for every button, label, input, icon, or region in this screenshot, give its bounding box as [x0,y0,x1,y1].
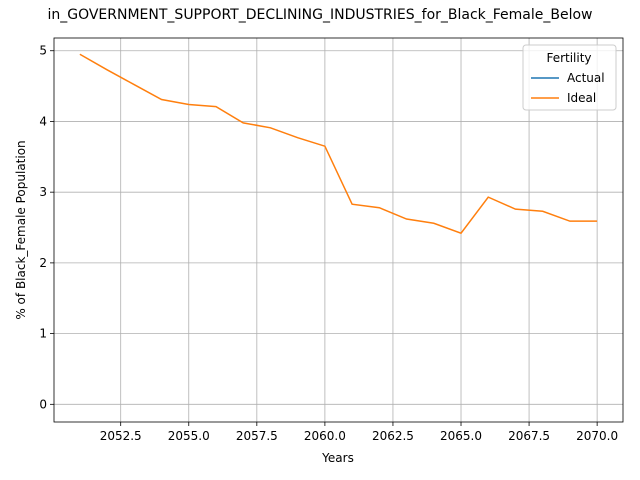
x-tick-label: 2060.0 [304,429,346,443]
x-tick-label: 2052.5 [100,429,142,443]
legend-title: Fertility [546,51,591,65]
line-series [79,53,598,235]
y-tick-label: 2 [39,256,47,270]
x-tick-label: 2067.5 [508,429,550,443]
x-tick-label: 2070.0 [576,429,618,443]
y-tick-label: 3 [39,185,47,199]
x-tick-label: 2062.5 [372,429,414,443]
legend-box [522,44,617,111]
y-axis-label: % of Black_Female Population [14,140,28,319]
y-tick-label: 1 [39,327,47,341]
chart-title: in_GOVERNMENT_SUPPORT_DECLINING_INDUSTRI… [47,7,592,23]
y-tick-label: 4 [39,114,47,128]
y-tick-label: 5 [39,44,47,58]
x-axis-label: Years [321,451,354,465]
x-tick-label: 2057.5 [236,429,278,443]
y-tick-label: 0 [39,397,47,411]
legend-label: Ideal [567,91,596,105]
legend-label: Actual [567,71,605,85]
plot-frame [53,37,624,423]
x-tick-label: 2055.0 [168,429,210,443]
x-tick-label: 2065.0 [440,429,482,443]
